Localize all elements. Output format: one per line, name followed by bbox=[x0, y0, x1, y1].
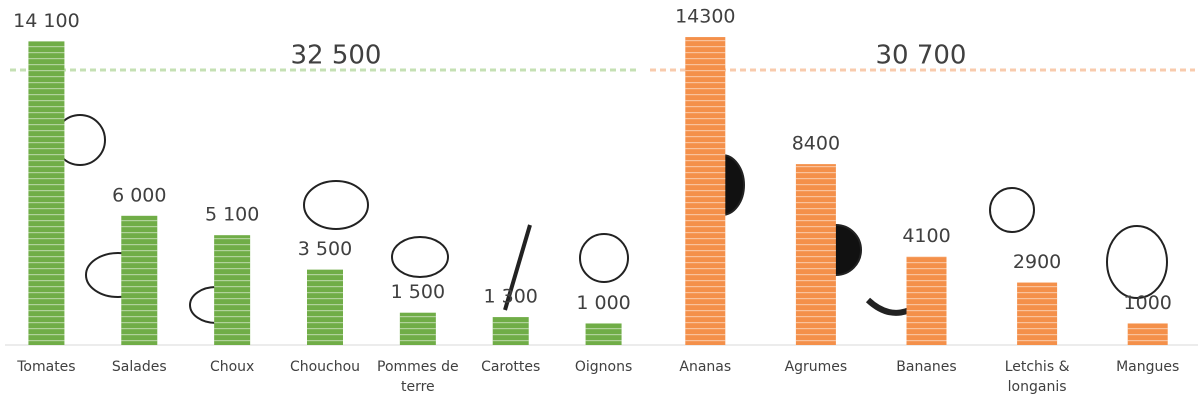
bar-group bbox=[307, 269, 343, 345]
x-tick-label: Letchis & longanis bbox=[1004, 359, 1070, 395]
value-label: 1 000 bbox=[576, 292, 630, 314]
x-tick-label: Tomates bbox=[17, 359, 76, 375]
bar-group bbox=[906, 256, 947, 345]
x-tick-label: Choux bbox=[209, 359, 255, 375]
bar-group bbox=[795, 164, 836, 345]
bar-group bbox=[214, 235, 251, 345]
x-tick-label: Oignons bbox=[574, 359, 633, 375]
bar-texture bbox=[28, 41, 65, 345]
bar-group bbox=[492, 317, 529, 345]
bar-group bbox=[1017, 282, 1058, 345]
x-tick-label: Bananes bbox=[896, 359, 957, 375]
bar-texture bbox=[906, 256, 947, 345]
bar-texture bbox=[685, 37, 726, 345]
value-label: 6 000 bbox=[112, 184, 166, 206]
bar-group bbox=[685, 37, 726, 345]
bar-group bbox=[399, 312, 436, 345]
bar-texture bbox=[121, 215, 158, 345]
value-label: 14 100 bbox=[13, 10, 79, 32]
bar-group bbox=[28, 41, 65, 345]
x-tick-label: Agrumes bbox=[784, 359, 848, 375]
group-total: 32 500 bbox=[291, 41, 382, 71]
x-tick-label: Chouchou bbox=[289, 359, 361, 375]
x-tick-label: Pommes de terre bbox=[377, 359, 459, 395]
bar-texture bbox=[492, 317, 529, 345]
bar-group bbox=[585, 323, 622, 345]
bar-texture bbox=[214, 235, 251, 345]
value-label: 1 300 bbox=[484, 286, 538, 308]
value-label: 2900 bbox=[1013, 251, 1061, 273]
x-tick-label: Salades bbox=[111, 359, 167, 375]
x-tick-label: Carottes bbox=[481, 359, 541, 375]
bar-texture bbox=[585, 323, 622, 345]
value-label: 4100 bbox=[902, 225, 950, 247]
bar-group bbox=[1127, 323, 1168, 345]
bar-texture bbox=[1017, 282, 1058, 345]
bar-texture bbox=[399, 312, 436, 345]
x-tick-label: Mangues bbox=[1116, 359, 1180, 375]
bar-texture bbox=[307, 269, 343, 345]
value-label: 8400 bbox=[792, 133, 840, 155]
value-label: 14300 bbox=[675, 6, 735, 28]
group-total: 30 700 bbox=[876, 41, 967, 71]
bar-texture bbox=[795, 164, 836, 345]
bar-texture bbox=[1127, 323, 1168, 345]
bar-group bbox=[121, 215, 158, 345]
x-tick-label: Ananas bbox=[679, 359, 732, 375]
value-label: 1 500 bbox=[391, 281, 445, 303]
value-label: 3 500 bbox=[298, 238, 352, 260]
value-label: 1000 bbox=[1124, 292, 1172, 314]
value-label: 5 100 bbox=[205, 204, 259, 226]
